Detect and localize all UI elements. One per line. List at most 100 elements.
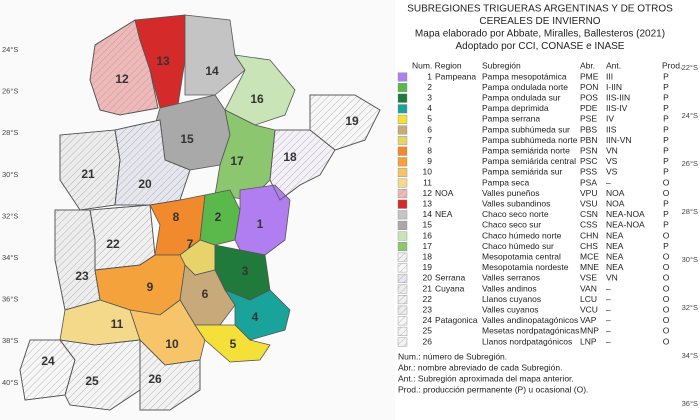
- latitude-label: 30°S: [682, 255, 698, 264]
- row-subregion: Mesopotamia nordeste: [482, 262, 569, 272]
- legend-swatch: [397, 83, 408, 93]
- row-num: 24: [423, 315, 433, 325]
- legend-hatch: [398, 316, 407, 326]
- row-prod: O: [663, 251, 670, 261]
- row-abr: CSS: [580, 220, 598, 230]
- row-prod: O: [663, 273, 670, 283]
- region-number: 26: [148, 372, 162, 386]
- row-ant: VN: [606, 273, 618, 283]
- row-abr: MCE: [580, 251, 599, 261]
- row-num: 2: [427, 82, 432, 92]
- latitude-label: 32°S: [2, 211, 18, 220]
- region-number: 11: [111, 317, 124, 331]
- row-num: 10: [423, 167, 433, 177]
- row-abr: VPU: [580, 188, 597, 198]
- row-subregion: Chaco seco sur: [482, 220, 541, 230]
- latitude-label: 34°S: [682, 351, 698, 360]
- region-number: 23: [75, 269, 89, 283]
- row-subregion: Mesopotamia central: [482, 251, 561, 261]
- row-num: 25: [423, 326, 433, 336]
- header: Abr.: [580, 60, 595, 70]
- row-abr: VSE: [580, 273, 597, 283]
- region-hatch: [269, 129, 336, 201]
- row-prod: P: [663, 145, 669, 155]
- region-number: 8: [173, 210, 180, 224]
- region-number: 25: [85, 374, 99, 388]
- region-number: 24: [41, 354, 55, 368]
- title-line: Adoptado por CCI, CONASE e INASE: [456, 41, 625, 52]
- row-prod: O: [663, 294, 670, 304]
- legend-swatch: [397, 125, 408, 135]
- row-subregion: Chaco seco norte: [482, 209, 549, 219]
- legend-swatch: [397, 104, 408, 114]
- latitude-label: 28°S: [2, 128, 18, 137]
- region-number: 12: [115, 72, 129, 86]
- title-line: CEREALES DE INVIERNO: [479, 16, 600, 27]
- row-abr: CSN: [580, 209, 598, 219]
- region-number: 15: [180, 132, 194, 146]
- row-ant: –: [606, 304, 611, 314]
- row-prod: O: [663, 262, 670, 272]
- title-line: Mapa elaborado por Abbate, Miralles, Bal…: [415, 29, 665, 40]
- region-area: [184, 14, 246, 96]
- latitude-label: 26°S: [2, 87, 18, 96]
- row-abr: MNE: [580, 262, 599, 272]
- row-subregion: Pampa serrana: [482, 114, 540, 124]
- row-prod: O: [663, 336, 670, 346]
- row-region: NOA: [435, 188, 454, 198]
- row-ant: IV: [606, 114, 614, 124]
- legend-swatch: [397, 136, 408, 146]
- footnote: Ant.: Subregión aproximada del mapa ante…: [398, 373, 574, 383]
- row-num: 20: [423, 273, 433, 283]
- row-subregion: Chaco húmedo norte: [482, 230, 562, 240]
- row-abr: PME: [580, 71, 599, 81]
- row-prod: P: [663, 114, 669, 124]
- row-subregion: Llanos cuyanos: [482, 294, 541, 304]
- row-subregion: Pampa subhúmeda norte: [482, 135, 578, 145]
- row-subregion: Pampa subhúmeda sur: [482, 124, 570, 134]
- legend-swatch: [397, 157, 408, 167]
- row-prod: O: [663, 188, 670, 198]
- row-ant: –: [606, 294, 611, 304]
- row-subregion: Chaco húmedo sur: [482, 241, 554, 251]
- row-ant: NEA: [606, 230, 624, 240]
- row-prod: O: [663, 177, 670, 187]
- region-number: 7: [187, 237, 194, 251]
- row-ant: NEA: [606, 241, 624, 251]
- row-num: 5: [427, 114, 432, 124]
- legend-swatch: [397, 178, 408, 188]
- legend-swatch: [397, 146, 408, 156]
- footnote: Abr.: nombre abreviado de cada Subregión…: [398, 362, 562, 372]
- row-prod: P: [663, 92, 669, 102]
- row-abr: PSN: [580, 145, 597, 155]
- region-number: 18: [283, 150, 297, 164]
- footnote: Prod.: producción permanente (P) u ocasi…: [398, 384, 588, 394]
- row-abr: VAN: [580, 283, 597, 293]
- legend-swatch: [397, 72, 408, 82]
- row-prod: P: [663, 198, 669, 208]
- row-ant: NOA: [606, 198, 625, 208]
- row-ant: VN: [606, 145, 618, 155]
- row-num: 26: [423, 336, 433, 346]
- row-abr: VAP: [580, 315, 597, 325]
- legend-hatch: [398, 263, 407, 273]
- region-number: 19: [345, 114, 359, 128]
- legend-swatch: [397, 114, 408, 124]
- legend-swatch: [397, 242, 408, 252]
- row-num: 18: [423, 251, 433, 261]
- row-prod: O: [663, 326, 670, 336]
- row-subregion: Pampa deprimida: [482, 103, 549, 113]
- region-area: [194, 324, 271, 363]
- region-number: 14: [205, 64, 219, 78]
- row-subregion: Valles andinopatagónicos: [482, 315, 578, 325]
- region-hatch: [59, 339, 141, 411]
- row-subregion: Pampa ondulada sur: [482, 92, 561, 102]
- latitude-label: 40°S: [2, 378, 18, 387]
- row-ant: III: [606, 71, 613, 81]
- row-ant: NEA-NOA: [606, 220, 645, 230]
- region-number: 13: [156, 54, 170, 68]
- legend-hatch: [398, 274, 407, 283]
- row-num: 15: [423, 220, 433, 230]
- row-subregion: Pampa semiárida norte: [482, 145, 570, 155]
- title-line: SUBREGIONES TRIGUERAS ARGENTINAS Y DE OT…: [407, 4, 673, 15]
